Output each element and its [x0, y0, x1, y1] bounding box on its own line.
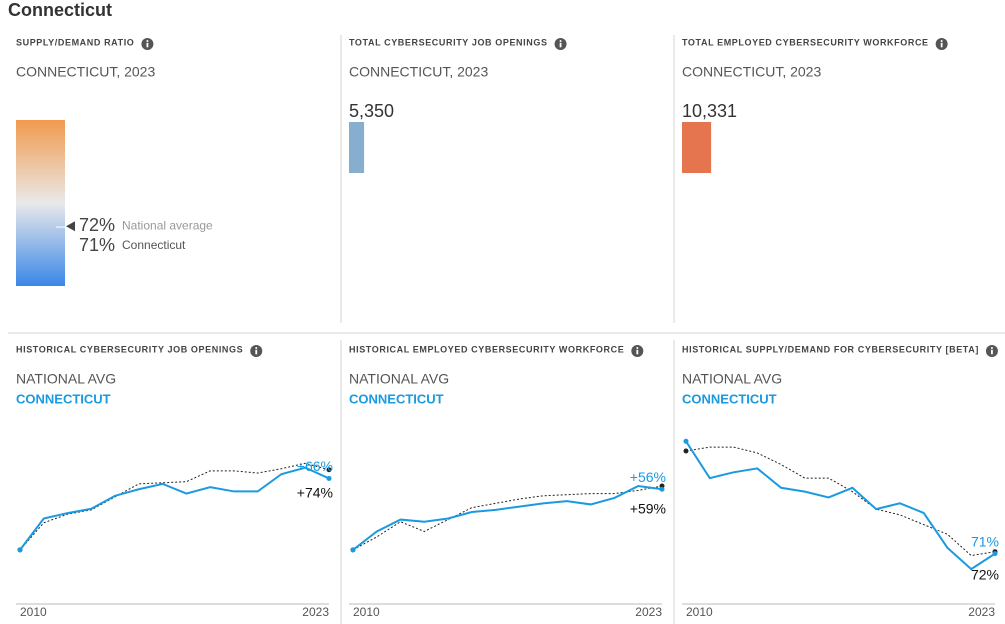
end-label: 72%: [971, 566, 999, 582]
series-dot: [17, 547, 23, 553]
info-icon-dot: [255, 347, 258, 349]
gauge-category: National average: [122, 218, 213, 232]
series-line: [19, 462, 330, 551]
panel-title: SUPPLY/DEMAND RATIO: [16, 37, 134, 47]
series-dot: [683, 438, 689, 444]
gauge-bar: [16, 120, 65, 286]
series-line: [685, 440, 996, 571]
panel-subtitle: CONNECTICUT, 2023: [16, 64, 155, 80]
series-dot: [683, 448, 689, 454]
legend-entry: NATIONAL AVG: [682, 371, 782, 387]
x-tick-label: 2010: [20, 605, 47, 619]
value-label: 10,331: [682, 101, 737, 121]
legend-entry: CONNECTICUT: [682, 391, 777, 406]
panel-title: TOTAL EMPLOYED CYBERSECURITY WORKFORCE: [682, 37, 929, 47]
info-icon-bar: [255, 349, 258, 355]
end-label: +74%: [297, 484, 333, 500]
x-tick-label: 2023: [635, 605, 662, 619]
info-icon-bar: [991, 349, 993, 355]
gauge-category: Connecticut: [122, 238, 186, 252]
x-tick-label: 2023: [302, 605, 329, 619]
info-icon-dot: [940, 40, 943, 42]
series-dot: [326, 475, 332, 481]
series-line: [352, 485, 663, 551]
panel-subtitle: CONNECTICUT, 2023: [682, 64, 821, 80]
info-icon-dot: [146, 40, 149, 42]
legend-entry: CONNECTICUT: [349, 391, 444, 406]
series-dot: [350, 547, 356, 553]
series-dot: [326, 467, 332, 473]
page-title: Connecticut: [8, 0, 112, 20]
x-tick-label: 2023: [968, 605, 995, 619]
panel-title: HISTORICAL SUPPLY/DEMAND FOR CYBERSECURI…: [682, 344, 979, 354]
bar: [682, 122, 712, 173]
info-icon-bar: [940, 42, 943, 48]
panel-title: TOTAL CYBERSECURITY JOB OPENINGS: [349, 37, 548, 47]
value-label: 5,350: [349, 101, 394, 121]
x-tick-label: 2010: [686, 605, 713, 619]
end-label: +56%: [630, 469, 666, 485]
legend-entry: NATIONAL AVG: [349, 371, 449, 387]
value-label: 71%: [79, 235, 115, 255]
info-icon-dot: [636, 347, 639, 349]
info-icon-bar: [636, 349, 639, 355]
series-line: [19, 466, 330, 551]
end-label: 71%: [971, 533, 999, 549]
panel-title: HISTORICAL EMPLOYED CYBERSECURITY WORKFO…: [349, 344, 624, 354]
series-dot: [992, 551, 998, 557]
series-dot: [659, 486, 665, 492]
panel-subtitle: CONNECTICUT, 2023: [349, 64, 488, 80]
end-label: +59%: [630, 501, 666, 517]
end-label: +66%: [297, 458, 333, 474]
info-icon-dot: [990, 347, 993, 349]
info-icon-bar: [146, 42, 149, 48]
gauge-marker: [66, 221, 75, 232]
info-icon-bar: [559, 42, 562, 48]
legend-entry: CONNECTICUT: [16, 391, 111, 406]
series-line: [352, 484, 663, 551]
info-icon-dot: [559, 40, 562, 42]
value-label: 72%: [79, 215, 115, 235]
series-line: [685, 446, 996, 557]
bar: [349, 122, 365, 173]
panel-title: HISTORICAL CYBERSECURITY JOB OPENINGS: [16, 344, 243, 354]
legend-entry: NATIONAL AVG: [16, 371, 116, 387]
x-tick-label: 2010: [353, 605, 380, 619]
